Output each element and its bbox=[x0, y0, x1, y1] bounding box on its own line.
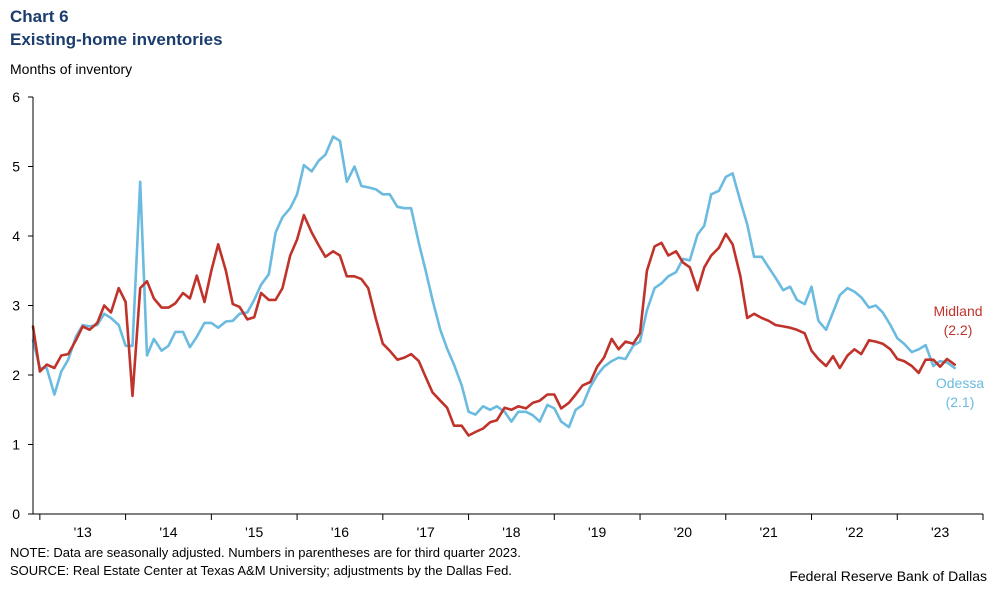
series-line-midland bbox=[31, 213, 956, 437]
x-tick-label: '23 bbox=[931, 524, 949, 540]
series-label-midland: Midland bbox=[933, 303, 982, 319]
axis-layer: 0 1 2 3 4 5 6 '13 '14 '15 '16 '17 '18 '19 '20 '21 '22 '23 bbox=[12, 89, 984, 540]
y-tick-label: 6 bbox=[12, 89, 20, 105]
y-tick-label: 4 bbox=[12, 228, 20, 244]
x-tick-label: '17 bbox=[417, 524, 435, 540]
chart-source: SOURCE: Real Estate Center at Texas A&M … bbox=[10, 563, 512, 578]
series-layer bbox=[31, 135, 956, 437]
series-label-odessa: Odessa bbox=[936, 375, 984, 391]
chart-note: NOTE: Data are seasonally adjusted. Numb… bbox=[10, 545, 521, 560]
chart-number: Chart 6 bbox=[10, 7, 69, 26]
x-tick-label: '15 bbox=[245, 524, 263, 540]
series-label-odessa: (2.1) bbox=[946, 394, 975, 410]
chart-title: Existing-home inventories bbox=[10, 30, 223, 49]
label-layer: Midland (2.2) Odessa (2.1) bbox=[933, 303, 984, 410]
y-tick-label: 1 bbox=[12, 437, 20, 453]
x-tick-label: '14 bbox=[159, 524, 177, 540]
x-tick-label: '21 bbox=[760, 524, 778, 540]
y-tick-label: 0 bbox=[12, 506, 20, 522]
series-line-odessa bbox=[31, 135, 956, 429]
x-tick-label: '16 bbox=[331, 524, 349, 540]
y-tick-label: 2 bbox=[12, 367, 20, 383]
series-label-midland: (2.2) bbox=[944, 322, 973, 338]
x-tick-label: '18 bbox=[502, 524, 520, 540]
y-axis-unit-label: Months of inventory bbox=[10, 61, 133, 77]
x-tick-label: '19 bbox=[588, 524, 606, 540]
line-chart: 0 1 2 3 4 5 6 '13 '14 '15 '16 '17 '18 '19 '20 '21 '22 '23… bbox=[12, 89, 984, 540]
y-tick-label: 3 bbox=[12, 298, 20, 314]
x-tick-label: '20 bbox=[674, 524, 692, 540]
x-tick-label: '22 bbox=[845, 524, 863, 540]
y-tick-label: 5 bbox=[12, 159, 20, 175]
credit-line: Federal Reserve Bank of Dallas bbox=[789, 568, 987, 584]
x-tick-label: '13 bbox=[74, 524, 92, 540]
